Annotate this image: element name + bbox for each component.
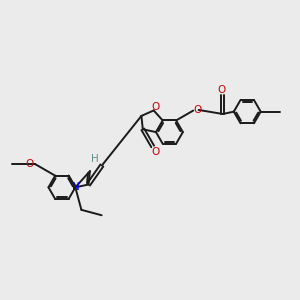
Text: O: O [151, 103, 159, 112]
Text: H: H [92, 154, 99, 164]
Text: O: O [193, 105, 201, 115]
Text: N: N [72, 182, 80, 192]
Text: O: O [25, 159, 34, 169]
Text: O: O [151, 146, 159, 157]
Text: O: O [217, 85, 225, 95]
